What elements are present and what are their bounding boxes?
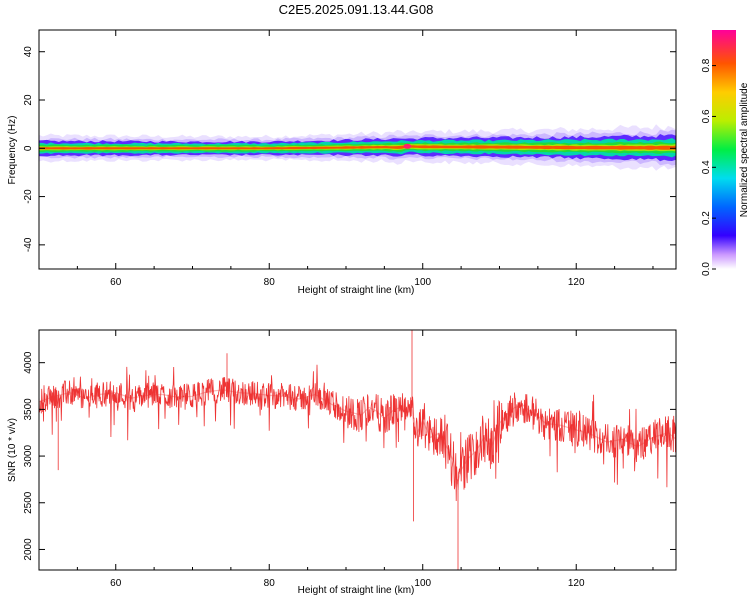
figure-title: C2E5.2025.091.13.44.G08 bbox=[279, 2, 434, 17]
x-tick-label: 80 bbox=[264, 578, 276, 589]
x-tick-label: 120 bbox=[568, 578, 585, 589]
spectral-band bbox=[39, 124, 676, 171]
colorbar-ticks: 0.0 0.2 0.4 0.6 0.8 bbox=[701, 58, 716, 276]
snr-ylabel: SNR (10 * v/v) bbox=[7, 418, 18, 482]
x-tick-label: 120 bbox=[568, 277, 585, 288]
spectrogram-ylabel: Frequency (Hz) bbox=[7, 116, 18, 185]
x-tick-label: 60 bbox=[110, 277, 122, 288]
x-tick-label: 80 bbox=[264, 277, 276, 288]
colorbar-tick-label: 0.6 bbox=[701, 109, 712, 123]
colorbar-tick-label: 0.4 bbox=[701, 160, 712, 174]
band-peak bbox=[403, 143, 412, 149]
colorbar-tick-label: 0.8 bbox=[701, 58, 712, 72]
snr-background bbox=[39, 330, 676, 570]
band-layer-6 bbox=[39, 145, 676, 150]
x-tick-label: 100 bbox=[414, 578, 431, 589]
colorbar: 0.0 0.2 0.4 0.6 0.8 Normalized spectral ampl… bbox=[701, 30, 750, 276]
y-tick-label: 3000 bbox=[23, 445, 34, 468]
x-tick-label: 100 bbox=[414, 277, 431, 288]
y-tick-label: -20 bbox=[23, 189, 34, 204]
y-tick-label: 2000 bbox=[23, 538, 34, 561]
y-tick-label: 40 bbox=[23, 46, 34, 58]
spectrogram-panel: 60 80 100 120 40 20 0 -20 -40 Height of straight… bbox=[7, 29, 677, 296]
y-tick-label: 20 bbox=[23, 94, 34, 106]
spectrogram-xlabel: Height of straight line (km) bbox=[298, 285, 415, 296]
spectrogram-ticks: 60 80 100 120 40 20 0 -20 -40 bbox=[23, 30, 676, 288]
colorbar-gradient bbox=[712, 30, 736, 269]
colorbar-tick-label: 0.0 bbox=[701, 262, 712, 276]
snr-frame bbox=[38, 329, 677, 571]
y-tick-label: 3500 bbox=[23, 398, 34, 421]
colorbar-label: Normalized spectral amplitude bbox=[739, 82, 750, 217]
y-tick-label: 2500 bbox=[23, 491, 34, 514]
snr-xlabel: Height of straight line (km) bbox=[298, 585, 415, 596]
x-tick-label: 60 bbox=[110, 578, 122, 589]
y-tick-label: -40 bbox=[23, 237, 34, 252]
y-tick-label: 4000 bbox=[23, 351, 34, 374]
y-tick-label: 0 bbox=[23, 145, 34, 151]
snr-panel: 60 80 100 120 2000 2500 3000 3500 4000 Height of… bbox=[7, 329, 677, 596]
colorbar-tick-label: 0.2 bbox=[701, 211, 712, 225]
snr-noise-line bbox=[39, 330, 676, 570]
snr-ticks: 60 80 100 120 2000 2500 3000 3500 4000 bbox=[23, 330, 676, 589]
snr-line bbox=[39, 389, 676, 485]
spectrogram-frame bbox=[38, 29, 677, 270]
